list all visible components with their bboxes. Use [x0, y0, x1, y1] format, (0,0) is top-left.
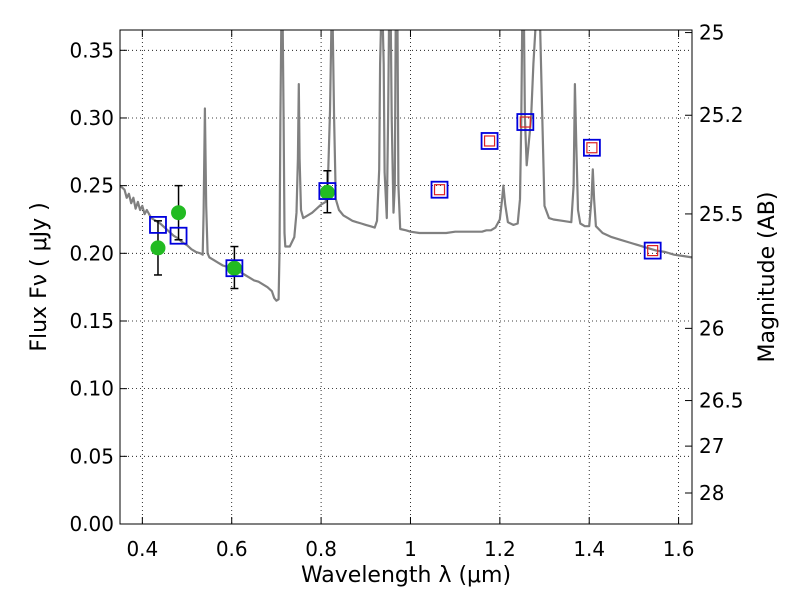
x-tick-label: 0.4	[126, 537, 158, 561]
spectrum-layer	[120, 30, 692, 302]
y2-tick-label: 25.2	[699, 103, 744, 127]
markers-layer	[149, 113, 662, 290]
y-tick-label: 0.35	[69, 38, 114, 62]
y2-axis-label: Magnitude (AB)	[755, 192, 780, 363]
x-tick-label: 1	[404, 537, 417, 561]
x-tick-label: 0.6	[216, 537, 248, 561]
y-tick-label: 0.30	[69, 106, 114, 130]
model-point	[516, 113, 535, 131]
y-tick-label: 0.00	[69, 512, 114, 536]
model-point	[169, 226, 188, 245]
y2-tick-label: 27	[699, 434, 724, 458]
y-tick-label: 0.25	[69, 174, 114, 198]
y-tick-label: 0.20	[69, 241, 114, 265]
model-point	[583, 138, 601, 157]
plot-background	[120, 30, 692, 524]
y2-tick-labels: 25 25.2 25.5 26 26.5 27 28	[699, 21, 744, 505]
model-point	[225, 259, 244, 278]
y-tick-label: 0.10	[69, 377, 114, 401]
observed-point	[150, 240, 166, 256]
y-axis-label: Flux Fν ( μJy )	[27, 202, 52, 351]
model-point	[643, 241, 662, 260]
observed-point	[319, 184, 335, 200]
y-tick-label: 0.15	[69, 309, 114, 333]
y2-tick-label: 25	[699, 21, 724, 45]
model-point	[318, 182, 337, 200]
model-point	[480, 132, 499, 150]
upper-limit-point	[433, 184, 446, 196]
y-tick-label: 0.05	[69, 444, 114, 468]
y2-tick-label: 25.5	[699, 202, 744, 226]
upper-limit-point	[483, 135, 496, 147]
y2-tick-label: 28	[699, 481, 724, 505]
y-tick-labels: 0.00 0.05 0.10 0.15 0.20 0.25 0.30 0.35	[69, 38, 114, 536]
y2-tick-label: 26.5	[699, 389, 744, 413]
plot-frame	[119, 29, 693, 525]
x-tick-label: 1.2	[484, 537, 516, 561]
axis-ticks	[120, 30, 692, 525]
observed-point	[226, 260, 242, 276]
x-axis-label: Wavelength λ (μm)	[301, 563, 511, 588]
observed-point	[171, 205, 187, 221]
x-tick-label: 1.4	[573, 537, 605, 561]
x-tick-label: 1.6	[663, 537, 695, 561]
model-point	[149, 215, 167, 234]
upper-limit-point	[519, 116, 531, 128]
upper-limit-point	[647, 245, 659, 257]
spectrum-line	[120, 30, 692, 302]
x-tick-labels: 0.4 0.6 0.8 1 1.2 1.4 1.6	[126, 537, 694, 561]
model-point	[430, 180, 449, 199]
y2-tick-label: 26	[699, 316, 724, 340]
upper-limit-point	[586, 142, 598, 154]
x-tick-label: 0.8	[305, 537, 337, 561]
